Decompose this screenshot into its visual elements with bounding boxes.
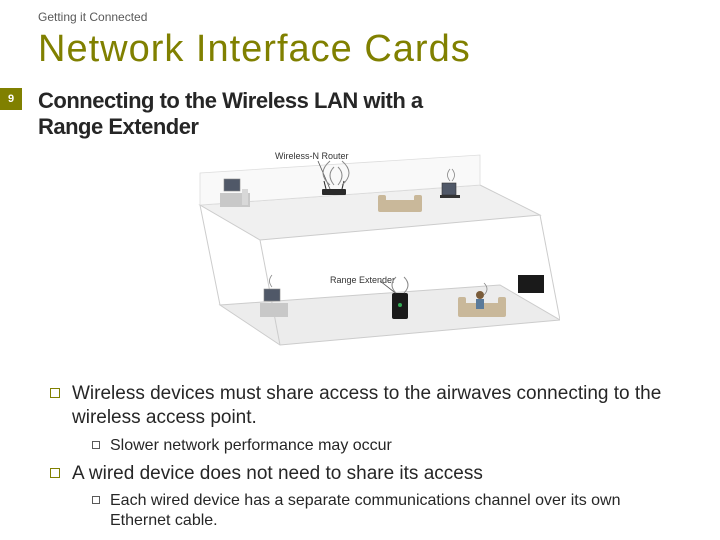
extender-label: Range Extender [330, 275, 395, 285]
bullet-text: Each wired device has a separate communi… [110, 491, 670, 531]
slide-subtitle: Connecting to the Wireless LAN with a Ra… [38, 88, 423, 141]
bullet-text: A wired device does not need to share it… [72, 462, 672, 486]
tv-icon [518, 275, 544, 293]
breadcrumb: Getting it Connected [38, 10, 147, 24]
bullet-list: Wireless devices must share access to th… [50, 382, 700, 537]
bullet-box-icon [92, 496, 100, 504]
page-number-badge: 9 [0, 88, 22, 110]
bullet-text: Slower network performance may occur [110, 436, 670, 456]
desktop-icon [260, 275, 288, 317]
list-item: A wired device does not need to share it… [50, 462, 700, 486]
list-item: Slower network performance may occur [92, 436, 700, 456]
bullet-text: Wireless devices must share access to th… [72, 382, 672, 430]
list-item: Wireless devices must share access to th… [50, 382, 700, 430]
bullet-box-icon [50, 388, 60, 398]
bullet-box-icon [92, 441, 100, 449]
wifi-signal-icon [392, 277, 408, 293]
router-icon [322, 189, 346, 195]
subtitle-line-1: Connecting to the Wireless LAN with a [38, 88, 423, 113]
network-diagram: Wireless-N Router [140, 145, 560, 365]
bullet-box-icon [50, 468, 60, 478]
list-item: Each wired device has a separate communi… [92, 491, 700, 531]
page-title: Network Interface Cards [38, 28, 471, 71]
router-label: Wireless-N Router [275, 151, 349, 161]
subtitle-line-2: Range Extender [38, 114, 199, 139]
